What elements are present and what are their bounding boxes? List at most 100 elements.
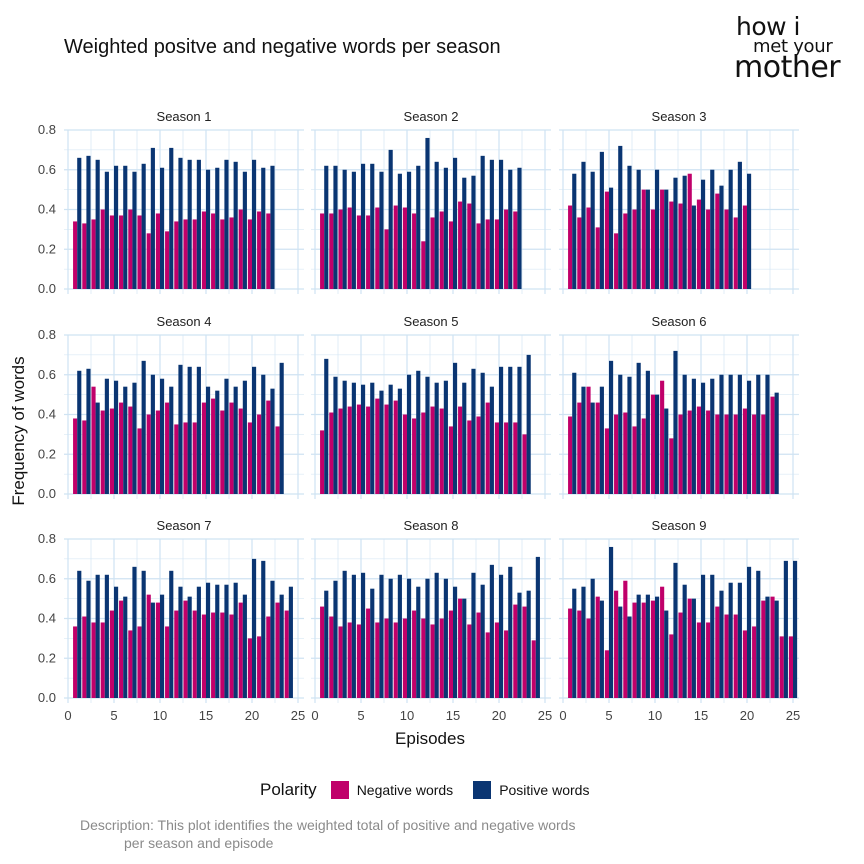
bar-negative: [247, 219, 252, 289]
bar-negative: [137, 626, 142, 698]
bar-negative: [660, 380, 665, 494]
bar-positive: [123, 165, 128, 289]
bar-negative: [715, 606, 720, 698]
bar-negative: [577, 217, 582, 289]
bar-positive: [719, 374, 724, 494]
bar-negative: [192, 219, 197, 289]
x-tick-label: 10: [153, 708, 167, 723]
bar-negative: [742, 408, 747, 494]
bar-positive: [710, 378, 715, 494]
bar-negative: [247, 638, 252, 698]
bar-negative: [247, 422, 252, 494]
bar-negative: [678, 612, 683, 698]
bar-negative: [375, 398, 380, 494]
bar-negative: [513, 211, 518, 289]
bar-positive: [370, 382, 375, 494]
bar-negative: [375, 622, 380, 698]
bar-negative: [577, 402, 582, 494]
bar-positive: [526, 354, 531, 494]
bar-positive: [664, 408, 669, 494]
bar-positive: [361, 572, 366, 698]
bar-negative: [448, 610, 453, 698]
bar-negative: [577, 610, 582, 698]
bar-negative: [100, 410, 105, 494]
bar-positive: [443, 578, 448, 698]
bar-positive: [233, 582, 238, 698]
bar-negative: [91, 386, 96, 494]
bar-positive: [609, 360, 614, 494]
bar-positive: [581, 386, 586, 494]
bar-positive: [673, 177, 678, 289]
bar-negative: [128, 630, 133, 698]
bar-negative: [257, 636, 262, 698]
bar-negative: [119, 215, 124, 289]
bar-negative: [338, 209, 343, 289]
bar-positive: [224, 378, 229, 494]
bar-positive: [737, 161, 742, 289]
bar-negative: [467, 420, 472, 494]
x-axis-title-wrap: Episodes: [0, 729, 860, 749]
bar-positive: [416, 586, 421, 698]
legend-key-negative: [330, 781, 349, 799]
bar-negative: [715, 193, 720, 289]
bar-positive: [480, 372, 485, 494]
bar-negative: [329, 213, 334, 289]
bar-positive: [453, 157, 458, 289]
bar-negative: [770, 396, 775, 494]
bar-negative: [73, 626, 78, 698]
y-tick-label: 0.6: [38, 367, 56, 382]
bar-negative: [623, 580, 628, 698]
y-tick-label: 0.6: [38, 162, 56, 177]
bar-negative: [320, 213, 325, 289]
bar-positive: [691, 378, 696, 494]
bar-negative: [201, 402, 206, 494]
bar-positive: [719, 590, 724, 698]
bar-negative: [724, 614, 729, 698]
bar-positive: [114, 380, 119, 494]
bar-positive: [691, 205, 696, 289]
bar-negative: [347, 406, 352, 494]
bar-positive: [270, 580, 275, 698]
bar-negative: [183, 219, 188, 289]
bar-positive: [333, 580, 338, 698]
bar-negative: [439, 408, 444, 494]
bar-negative: [641, 602, 646, 698]
bar-negative: [421, 241, 426, 289]
bar-negative: [706, 622, 711, 698]
logo-line-1: how i: [736, 12, 800, 41]
bar-positive: [342, 380, 347, 494]
bar-positive: [572, 372, 577, 494]
bar-negative: [614, 590, 619, 698]
bar-positive: [333, 165, 338, 289]
x-axis-title: Episodes: [395, 729, 465, 748]
bar-positive: [169, 570, 174, 698]
bar-negative: [788, 636, 793, 698]
x-tick-label: 25: [786, 708, 800, 723]
bar-positive: [95, 159, 100, 289]
bar-positive: [627, 376, 632, 494]
bar-positive: [645, 370, 650, 494]
bar-positive: [499, 159, 504, 289]
bar-negative: [522, 434, 527, 494]
y-axis-title: Frequency of words: [9, 356, 28, 506]
bar-negative: [448, 221, 453, 289]
bar-positive: [397, 574, 402, 698]
bar-negative: [761, 414, 766, 494]
logo-line-3: mother: [734, 50, 841, 85]
bar-negative: [174, 221, 179, 289]
bar-negative: [91, 622, 96, 698]
y-tick-label: 0.4: [38, 407, 56, 422]
bar-negative: [384, 404, 389, 494]
bar-positive: [342, 570, 347, 698]
bar-positive: [691, 598, 696, 698]
bar-negative: [761, 600, 766, 698]
bar-negative: [109, 408, 114, 494]
bar-positive: [682, 584, 687, 698]
bar-negative: [586, 386, 591, 494]
bar-positive: [388, 149, 393, 289]
bar-positive: [572, 173, 577, 289]
bar-negative: [485, 219, 490, 289]
bar-positive: [701, 179, 706, 289]
bar-positive: [215, 584, 220, 698]
